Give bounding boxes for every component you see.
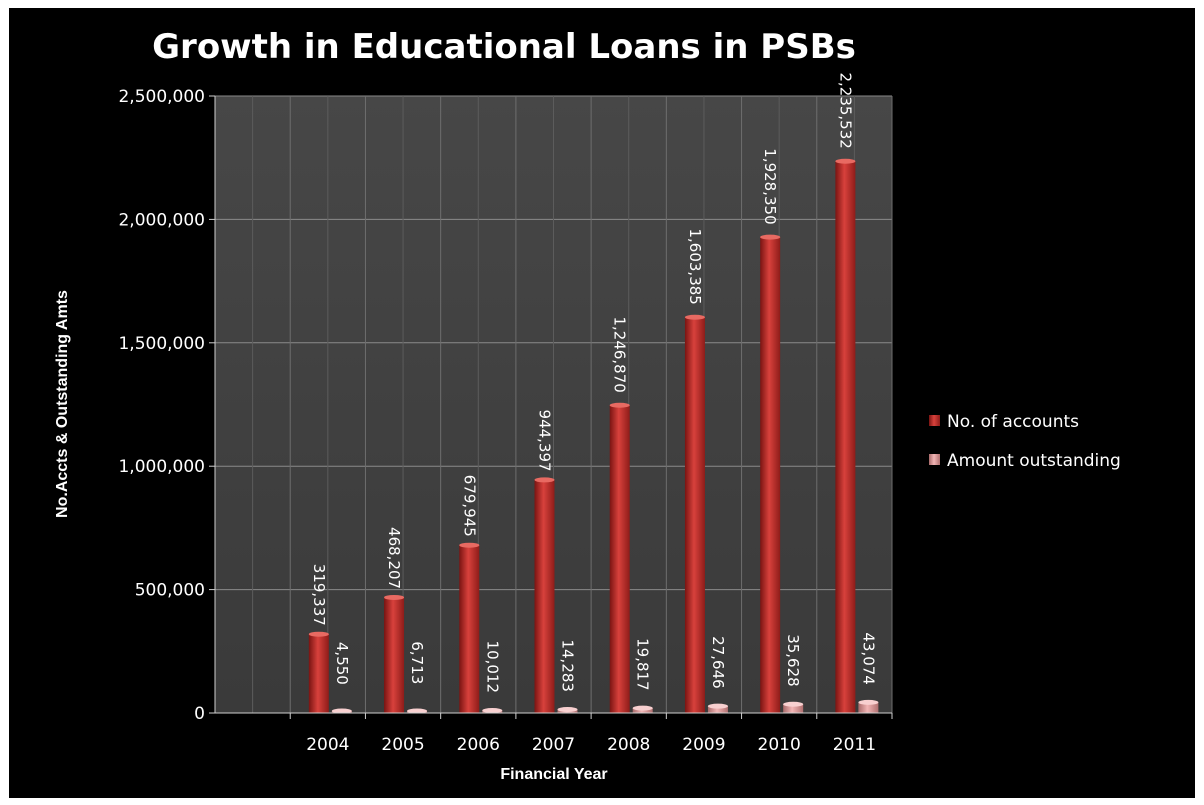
bar-accounts	[384, 597, 405, 713]
chart-title: Growth in Educational Loans in PSBs	[152, 27, 856, 67]
axis-layer: 0 500,000 1,000,000 1,500,000 2,000,000 2,500…	[118, 87, 893, 755]
bar-accounts	[835, 161, 856, 714]
bar-accounts	[459, 545, 480, 713]
bar-chart: 319,337 4,550 468,207 6,713 679,945 10,012 944…	[54, 27, 1121, 783]
data-label-accounts: 468,207	[385, 527, 403, 589]
y-tick-label: 1,000,000	[118, 457, 205, 477]
bar-accounts	[684, 317, 705, 713]
data-label-outstanding: 27,646	[709, 636, 727, 689]
bar-top-accounts	[835, 158, 856, 164]
legend-label-accounts: No. of accounts	[947, 412, 1079, 432]
bar-top-accounts	[308, 631, 329, 637]
data-label-accounts: 1,246,870	[611, 316, 629, 392]
bar-top-accounts	[760, 234, 781, 240]
data-label-outstanding: 19,817	[634, 638, 652, 691]
data-label-outstanding: 4,550	[333, 642, 351, 685]
y-tick-label: 1,500,000	[118, 334, 205, 354]
legend-swatch-outstanding	[929, 454, 940, 465]
data-label-accounts: 1,603,385	[686, 228, 704, 304]
legend: No. of accounts Amount outstanding	[929, 412, 1121, 471]
data-label-outstanding: 35,628	[784, 634, 802, 687]
data-label-outstanding: 10,012	[483, 641, 501, 694]
bar-top-outstanding	[407, 708, 428, 714]
x-tick-label: 2004	[306, 735, 349, 755]
legend-item-outstanding[interactable]: Amount outstanding	[929, 451, 1121, 471]
bar-top-outstanding	[557, 706, 578, 712]
data-label-outstanding: 43,074	[859, 632, 877, 685]
data-label-accounts: 944,397	[536, 410, 554, 472]
x-tick-label: 2011	[833, 735, 876, 755]
bars-layer	[308, 158, 879, 714]
chart-frame: 319,337 4,550 468,207 6,713 679,945 10,012 944…	[9, 8, 1195, 798]
y-tick-label: 500,000	[135, 581, 205, 601]
y-tick-label: 2,500,000	[118, 87, 205, 107]
y-axis-title: No.Accts & Outstanding Amts	[54, 290, 71, 518]
bar-accounts	[609, 405, 630, 713]
x-tick-label: 2007	[532, 735, 575, 755]
bar-top-outstanding	[707, 703, 728, 709]
data-label-accounts: 2,235,532	[836, 72, 854, 148]
x-tick-label: 2006	[457, 735, 500, 755]
bar-top-outstanding	[632, 705, 653, 711]
bar-top-outstanding	[783, 701, 804, 707]
bar-top-accounts	[534, 477, 555, 483]
x-tick-label: 2009	[682, 735, 725, 755]
bar-top-accounts	[609, 402, 630, 408]
data-label-outstanding: 14,283	[559, 639, 577, 692]
legend-swatch-accounts	[929, 415, 940, 426]
data-label-accounts: 1,928,350	[761, 148, 779, 224]
bar-top-accounts	[384, 594, 405, 600]
x-tick-label: 2008	[607, 735, 650, 755]
x-tick-label: 2005	[381, 735, 424, 755]
bar-top-outstanding	[858, 699, 879, 705]
legend-item-accounts[interactable]: No. of accounts	[929, 412, 1079, 432]
bar-accounts	[308, 634, 329, 713]
y-tick-label: 0	[194, 704, 205, 724]
labels-layer: 319,337 4,550 468,207 6,713 679,945 10,012 944…	[310, 72, 878, 693]
bar-accounts	[534, 479, 555, 713]
x-tick-label: 2010	[758, 735, 801, 755]
legend-label-outstanding: Amount outstanding	[947, 451, 1121, 471]
bar-top-outstanding	[482, 708, 503, 714]
bar-accounts	[760, 237, 781, 713]
bar-outstanding	[858, 702, 879, 713]
data-label-accounts: 679,945	[460, 475, 478, 537]
bar-top-outstanding	[331, 708, 352, 714]
bar-top-accounts	[459, 542, 480, 548]
bar-top-accounts	[684, 314, 705, 320]
bar-outstanding	[783, 704, 804, 713]
x-axis-title: Financial Year	[500, 766, 607, 783]
data-label-accounts: 319,337	[310, 564, 328, 626]
data-label-outstanding: 6,713	[408, 641, 426, 684]
y-tick-label: 2,000,000	[118, 210, 205, 230]
bar-outstanding	[707, 706, 728, 713]
